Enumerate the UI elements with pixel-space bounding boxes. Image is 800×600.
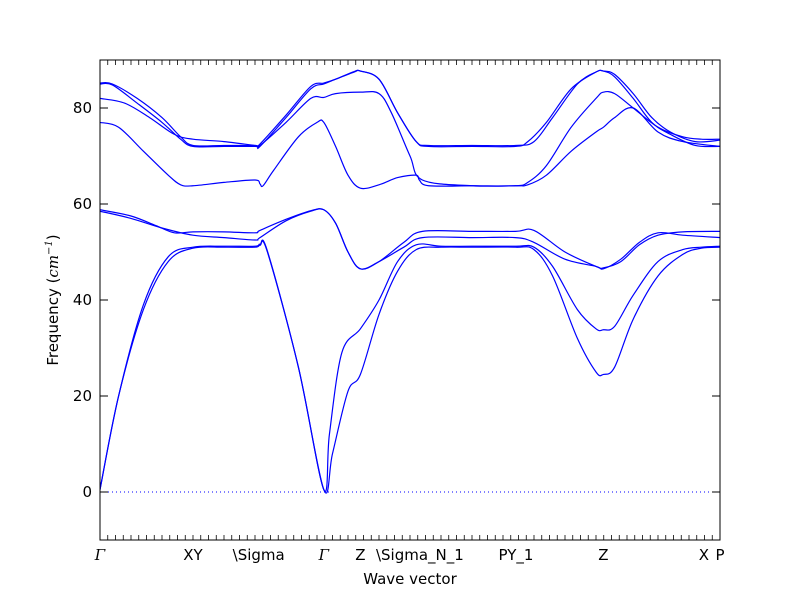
- series-line-6: [100, 90, 720, 187]
- series-line-5: [100, 90, 720, 190]
- x-axis: Γ XY \Sigma Γ Z \Sigma_N_1 PY_1 Z X P: [94, 60, 725, 565]
- series-layer: [100, 69, 720, 494]
- y-tick-label: 40: [73, 291, 92, 309]
- series-line-8: [100, 69, 720, 148]
- x-tick-label: Γ: [94, 546, 106, 564]
- series-line-1: [100, 240, 720, 494]
- x-tick-label: P: [715, 546, 724, 564]
- x-tick-label: Z: [355, 546, 365, 564]
- x-tick-label: Z: [598, 546, 608, 564]
- x-tick-label: \Sigma_N_1: [376, 546, 464, 565]
- series-line-3: [100, 208, 720, 270]
- series-line-2: [100, 239, 720, 493]
- plot-frame: [99, 59, 721, 541]
- x-axis-title: Wave vector: [363, 570, 457, 588]
- series-line-7: [100, 69, 720, 150]
- series-line-4: [100, 208, 720, 270]
- x-tick-label: Γ: [318, 546, 330, 564]
- y-axis: 0 20 40 60 80: [73, 99, 720, 501]
- y-tick-label: 20: [73, 387, 92, 405]
- x-tick-label: PY_1: [499, 546, 534, 565]
- y-tick-label: 60: [73, 195, 92, 213]
- x-tick-label: XY: [183, 546, 203, 564]
- x-tick-label: X: [699, 546, 709, 564]
- y-tick-label: 0: [82, 483, 92, 501]
- y-axis-title: Frequency (cm−1): [44, 234, 62, 365]
- y-tick-label: 80: [73, 99, 92, 117]
- x-tick-label: \Sigma: [233, 546, 285, 564]
